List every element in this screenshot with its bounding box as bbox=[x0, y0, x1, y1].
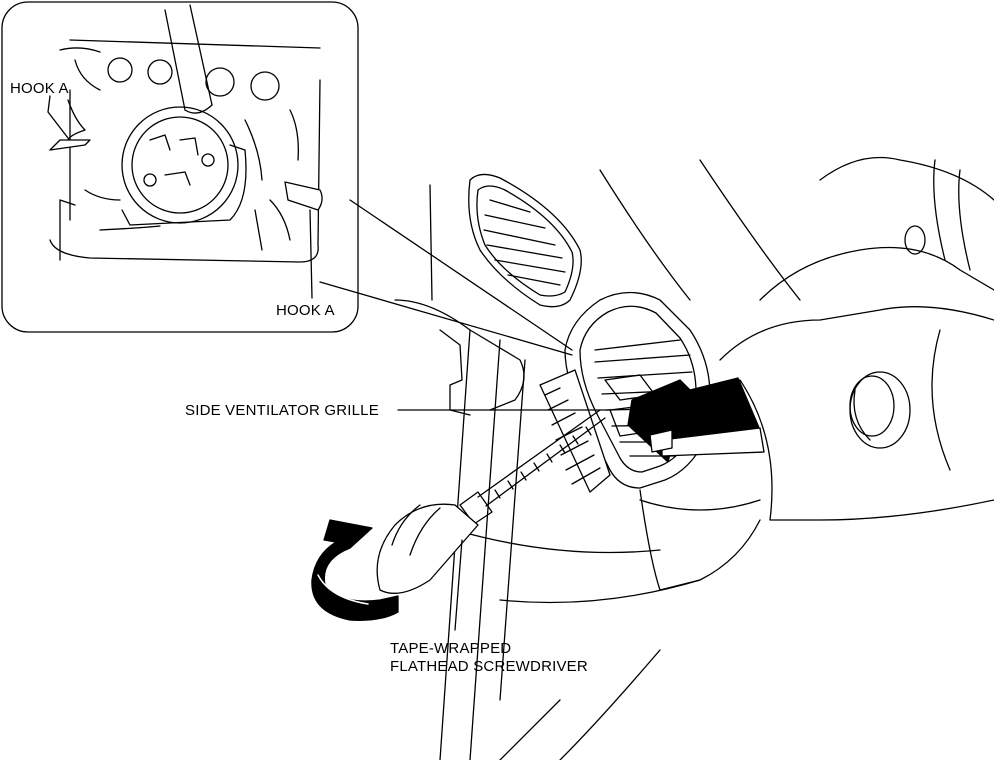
screwdriver-label-line2: FLATHEAD SCREWDRIVER bbox=[390, 658, 588, 675]
rotation-arrow bbox=[311, 519, 399, 621]
defroster-vent bbox=[468, 173, 582, 308]
hook-a-label-bottom: HOOK A bbox=[276, 302, 335, 319]
screwdriver-label: TAPE-WRAPPED FLATHEAD SCREWDRIVER bbox=[390, 640, 588, 676]
tape-block bbox=[539, 369, 611, 493]
steering-column bbox=[719, 156, 994, 521]
removal-arrow bbox=[627, 377, 765, 463]
screwdriver bbox=[376, 409, 606, 594]
label-leaders bbox=[397, 409, 613, 631]
screwdriver-label-line1: TAPE-WRAPPED bbox=[390, 640, 512, 657]
side-ventilator-grille-label: SIDE VENTILATOR GRILLE bbox=[185, 402, 379, 419]
hook-a-label-top: HOOK A bbox=[10, 80, 69, 97]
inset-detail bbox=[1, 1, 573, 356]
